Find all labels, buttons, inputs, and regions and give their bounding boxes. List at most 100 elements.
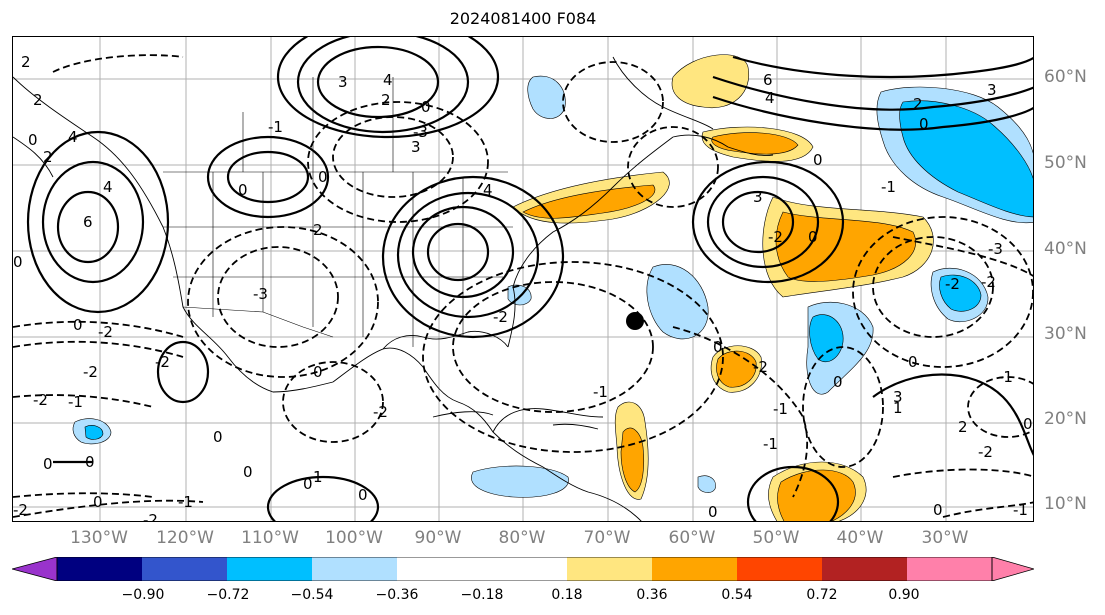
contour-label: -3 (988, 240, 1003, 258)
contour-label: 0 (708, 503, 718, 521)
contour-label: 4 (68, 128, 78, 146)
contour-label: -3 (413, 123, 428, 141)
contour-label: -2 (978, 443, 993, 461)
contour-label: 2 (43, 148, 53, 166)
contour-label: 0 (908, 353, 918, 371)
colorbar-extend-low (12, 557, 58, 581)
lon-label: 40°W (836, 528, 884, 548)
contour-label: -2 (768, 228, 783, 246)
contour-label: -2 (33, 391, 48, 409)
contour-label: 0 (808, 228, 818, 246)
lon-label: 30°W (921, 528, 969, 548)
colorbar-tick-label: −0.90 (121, 587, 165, 603)
contour-label: -1 (593, 383, 608, 401)
contour-label: 0 (93, 493, 103, 511)
colorbar-bin (397, 557, 567, 581)
contour-label: 2 (913, 95, 923, 113)
lat-label: 20°N (1044, 409, 1087, 429)
contour-label: 0 (85, 453, 95, 471)
contour-label: -1 (178, 493, 193, 511)
contour-label: 0 (73, 316, 83, 334)
contour-label: 0 (318, 168, 328, 186)
contour-label: 0 (28, 131, 38, 149)
contour-label: -3 (253, 285, 268, 303)
shade-negative-mid (899, 100, 1033, 218)
lat-label: 50°N (1044, 153, 1087, 173)
storm-center-dot (626, 312, 644, 330)
contour-label: 2 (381, 91, 391, 109)
colorbar-tick-label: 0.90 (888, 587, 920, 603)
contour-label: 0 (933, 501, 943, 519)
contour-label: -2 (98, 323, 113, 341)
contour-label: 0 (243, 463, 253, 481)
contour-label: 2 (21, 53, 31, 71)
contour-label: -2 (753, 358, 768, 376)
lon-label: 60°W (668, 528, 716, 548)
shade-negative-light (471, 465, 569, 498)
contour-label: 0 (1023, 415, 1033, 433)
shade-positive-mid (620, 427, 645, 493)
contour-label: -1 (998, 368, 1013, 386)
contour-label: -2 (83, 363, 98, 381)
colorbar (12, 557, 1034, 581)
shade-positive-mid (775, 211, 916, 282)
shade-positive-mid (777, 469, 856, 521)
lon-label: 50°W (752, 528, 800, 548)
lon-label: 70°W (583, 528, 631, 548)
contour-label: 3 (893, 388, 903, 406)
shade-negative-mid (84, 425, 104, 440)
contour-label: 2 (958, 418, 968, 436)
map-svg: 2 3 4 3 4 2 6 4 3 2 0 -2 0 -2 0 -1 -2 3 … (13, 37, 1033, 521)
contour-label: -2 (945, 275, 960, 293)
contour-label: -1 (763, 435, 778, 453)
colorbar-bin (737, 557, 822, 581)
lat-label: 40°N (1044, 239, 1087, 259)
shade-negative-light (527, 75, 566, 119)
contour-label: -1 (1013, 501, 1028, 519)
contour-label: 2 (33, 91, 43, 109)
colorbar-bin (822, 557, 907, 581)
contour-label: 0 (919, 115, 929, 133)
contour-label: 0 (813, 151, 823, 169)
contour-label: 1 (893, 399, 903, 417)
contour-label: 0 (43, 455, 53, 473)
contour-label: 0 (303, 475, 313, 493)
lon-label: 120°W (156, 528, 214, 548)
contour-label: 1 (313, 468, 323, 486)
lat-label: 10°N (1044, 494, 1087, 514)
contour-label: 2 (313, 221, 323, 239)
colorbar-extend-high (991, 557, 1034, 581)
contour-label: -1 (268, 118, 283, 136)
contour-label: -1 (68, 393, 83, 411)
colorbar-tick-label: 0.72 (806, 587, 838, 603)
contour-label: 3 (753, 188, 763, 206)
colorbar-bin (567, 557, 652, 581)
shade-negative-mid (939, 274, 982, 312)
contour-label: 3 (338, 73, 348, 91)
contour-label: 6 (763, 71, 773, 89)
contour-label: 0 (713, 338, 723, 356)
shade-positive-light (671, 54, 750, 109)
contour-label: 0 (313, 363, 323, 381)
lon-label: 130°W (70, 528, 128, 548)
colorbar-tick-label: −0.18 (460, 587, 504, 603)
colorbar-tick-label: 0.18 (551, 587, 583, 603)
negative-contours (13, 54, 1033, 518)
contour-label: -2 (981, 273, 996, 291)
shade-positive-mid (522, 184, 656, 219)
contour-label: 6 (83, 213, 93, 231)
colorbar-bin (312, 557, 397, 581)
colorbar-bin (142, 557, 227, 581)
contour-label: 4 (103, 178, 113, 196)
contour-label: 0 (238, 181, 248, 199)
contour-label: 0 (13, 253, 23, 271)
map-panel: 2 3 4 3 4 2 6 4 3 2 0 -2 0 -2 0 -1 -2 3 … (12, 36, 1034, 522)
contour-label: 0 (358, 486, 368, 504)
colorbar-bin (57, 557, 142, 581)
colorbar-bin (227, 557, 312, 581)
contour-label: -2 (155, 353, 170, 371)
contour-label-group: 2 3 4 3 4 2 6 4 3 2 0 -2 0 -2 0 -1 -2 3 … (13, 53, 1033, 521)
contour-label: -2 (493, 308, 508, 326)
contour-label: 0 (833, 373, 843, 391)
colorbar-outline (56, 557, 993, 581)
